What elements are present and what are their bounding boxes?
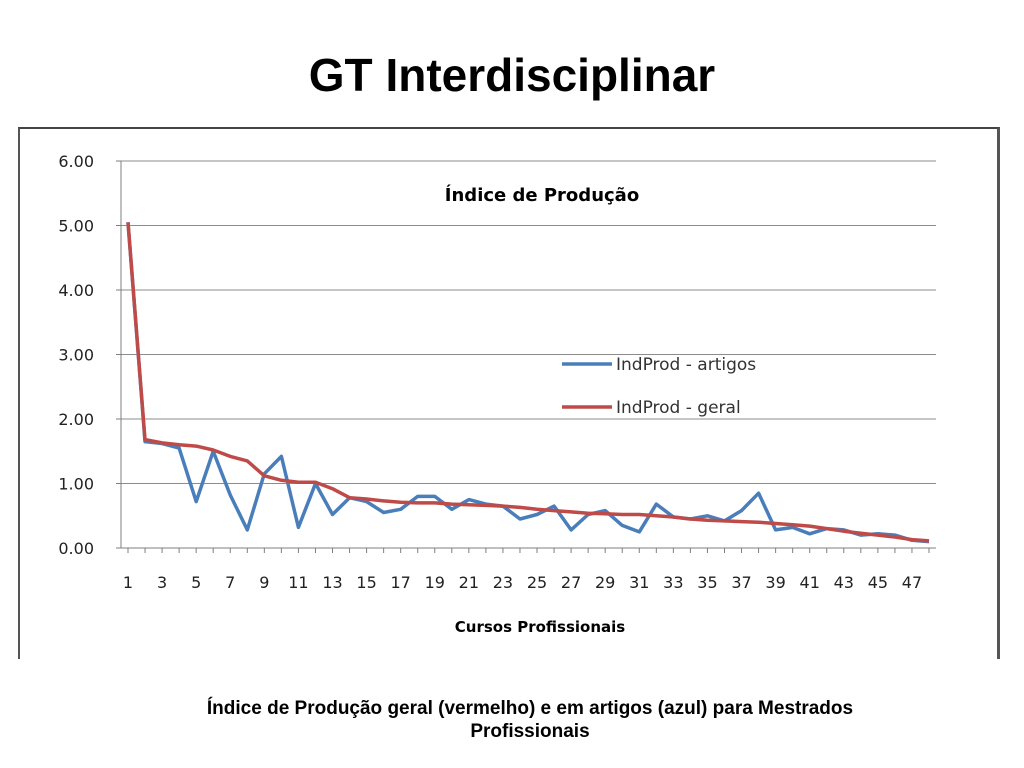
x-tick-label: 17 [391, 573, 411, 592]
x-tick-label: 31 [629, 573, 649, 592]
y-tick-label: 0.00 [58, 539, 94, 558]
series-line-artigos [126, 222, 930, 544]
y-tick-label: 4.00 [58, 281, 94, 300]
x-tick-label: 1 [123, 573, 133, 592]
caption-line-2: Profissionais [470, 721, 590, 742]
x-tick-label: 7 [225, 573, 235, 592]
x-tick-label: 35 [697, 573, 717, 592]
x-tick-label: 41 [800, 573, 820, 592]
x-tick-label: 11 [288, 573, 308, 592]
x-tick-label: 19 [425, 573, 445, 592]
x-axis-title: Cursos Profissionais [455, 618, 626, 636]
x-tick-label: 47 [902, 573, 922, 592]
legend: IndProd - artigos IndProd - geral [562, 355, 756, 418]
x-tick-label: 21 [459, 573, 479, 592]
x-tick-label: 45 [868, 573, 888, 592]
legend-label-artigos: IndProd - artigos [616, 355, 756, 375]
x-tick-label: 25 [527, 573, 547, 592]
slide-title: GT Interdisciplinar [308, 49, 716, 101]
y-tick-label: 6.00 [58, 152, 94, 171]
x-tick-label: 39 [765, 573, 785, 592]
chart-frame: 0.00 1.00 2.00 3.00 4.00 5.00 6.00 1 3 5 7 9 11 13 15… [18, 127, 1000, 659]
y-tick-label: 3.00 [58, 346, 94, 365]
caption-line-1: Índice de Produção geral (vermelho) e em… [206, 698, 854, 719]
x-tick-label: 15 [356, 573, 376, 592]
figure-caption: Índice de Produção geral (vermelho) e em… [60, 697, 1000, 743]
x-tick-label: 23 [493, 573, 513, 592]
x-tick-label: 27 [561, 573, 581, 592]
series-lines [126, 222, 930, 544]
legend-label-geral: IndProd - geral [616, 398, 741, 418]
y-axis-ticks: 0.00 1.00 2.00 3.00 4.00 5.00 6.00 [58, 152, 122, 558]
x-tick-label: 29 [595, 573, 615, 592]
series-line-geral [126, 222, 930, 543]
x-tick-label: 5 [191, 573, 201, 592]
y-tick-label: 1.00 [58, 475, 94, 494]
y-tick-label: 5.00 [58, 217, 94, 236]
grid-lines [121, 160, 936, 549]
x-tick-label: 9 [259, 573, 269, 592]
x-tick-label: 37 [731, 573, 751, 592]
y-tick-label: 2.00 [58, 410, 94, 429]
x-tick-label: 13 [322, 573, 342, 592]
line-chart: 0.001.002.003.004.005.006.00 1 3 5 7 9 11 13 15… [58, 152, 936, 636]
x-axis-ticks: 1 3 5 7 9 11 13 15 17 19 21 23 25 27 29 31 33 35 37 39 41 43 4… [123, 548, 930, 592]
x-tick-label: 3 [157, 573, 167, 592]
x-tick-label: 43 [834, 573, 854, 592]
x-tick-label: 33 [663, 573, 683, 592]
chart-title: Índice de Produção [445, 184, 639, 206]
